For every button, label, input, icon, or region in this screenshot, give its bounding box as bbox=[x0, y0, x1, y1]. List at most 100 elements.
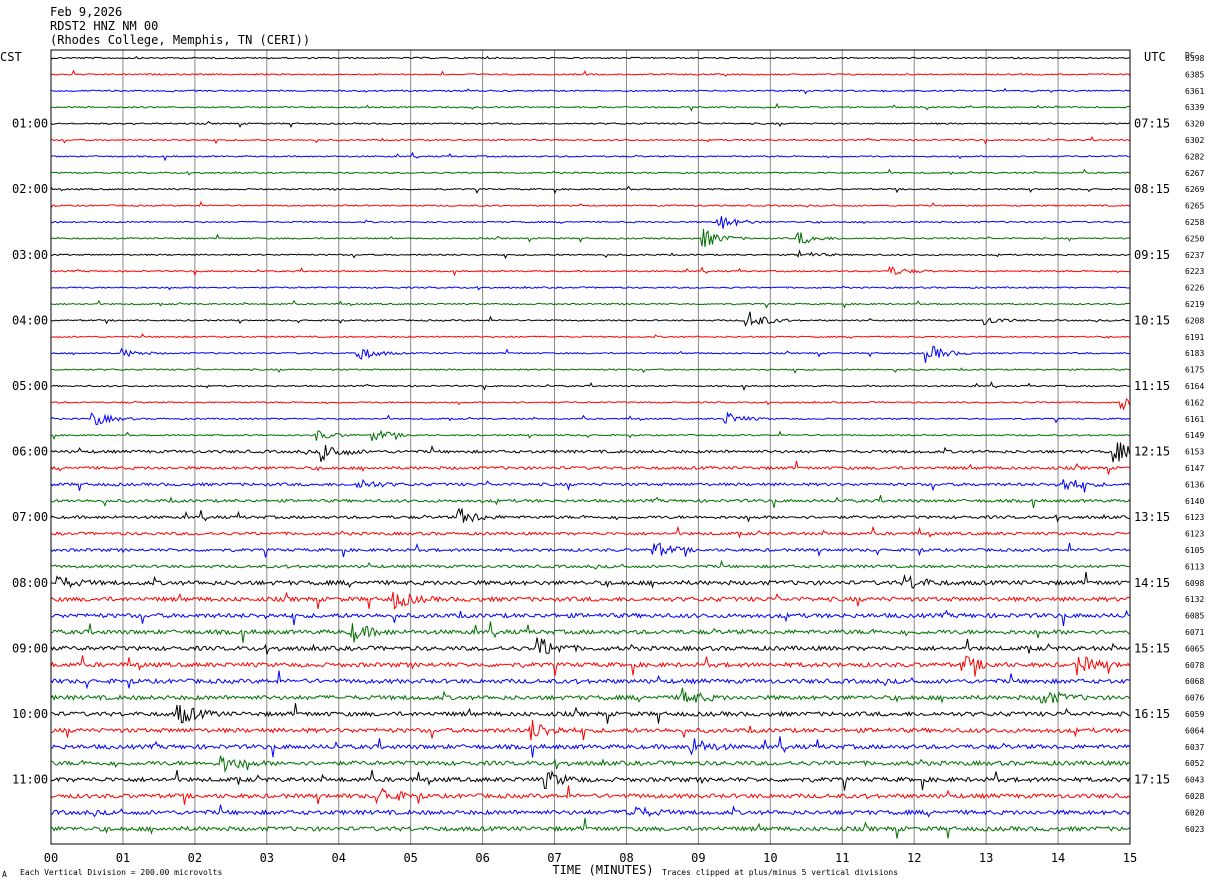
dc-offset-label: 6320 bbox=[1185, 120, 1204, 129]
dc-offset-label: 6028 bbox=[1185, 792, 1204, 801]
dc-offset-label: 6132 bbox=[1185, 595, 1204, 604]
dc-offset-label: 6361 bbox=[1185, 87, 1204, 96]
right-hour-label: 15:15 bbox=[1134, 641, 1170, 655]
dc-offset-label: 6162 bbox=[1185, 398, 1204, 407]
trace-47 bbox=[50, 804, 1130, 818]
dc-offset-label: 6037 bbox=[1185, 743, 1204, 752]
x-tick-label: 01 bbox=[116, 851, 130, 865]
right-hour-label: 16:15 bbox=[1134, 707, 1170, 721]
trace-2 bbox=[50, 69, 1130, 77]
trace-12 bbox=[50, 229, 1130, 248]
dc-offset-label: 6071 bbox=[1185, 628, 1204, 637]
trace-41 bbox=[51, 703, 1130, 724]
left-hour-label: 08:00 bbox=[12, 576, 48, 590]
trace-17 bbox=[50, 311, 1130, 327]
dc-offset-label: 6064 bbox=[1185, 726, 1204, 735]
left-hour-label: 09:00 bbox=[12, 641, 48, 655]
seismic-traces bbox=[50, 55, 1130, 839]
trace-15 bbox=[50, 285, 1130, 291]
x-tick-label: 11 bbox=[835, 851, 849, 865]
dc-offset-label: 6020 bbox=[1185, 808, 1204, 817]
dc-offset-label: 6140 bbox=[1185, 497, 1204, 506]
x-tick-label: 05 bbox=[403, 851, 417, 865]
trace-3 bbox=[50, 87, 1130, 95]
trace-31 bbox=[50, 542, 1130, 558]
trace-7 bbox=[50, 151, 1130, 162]
trace-1 bbox=[50, 55, 1130, 60]
dc-offset-label: 6250 bbox=[1185, 234, 1204, 243]
clip-note: Traces clipped at plus/minus 5 vertical … bbox=[662, 868, 898, 877]
right-hour-label: 14:15 bbox=[1134, 576, 1170, 590]
dc-header-label: DC bbox=[1185, 51, 1195, 60]
trace-45 bbox=[50, 770, 1130, 791]
dc-offset-label: 6123 bbox=[1185, 530, 1204, 539]
trace-9 bbox=[50, 185, 1130, 194]
left-timezone-label: CST bbox=[0, 50, 22, 64]
dc-offset-label: 6078 bbox=[1185, 661, 1204, 670]
dc-offset-label: 6023 bbox=[1185, 825, 1204, 834]
x-tick-label: 14 bbox=[1051, 851, 1065, 865]
trace-8 bbox=[50, 168, 1130, 176]
dc-offset-label: 6105 bbox=[1185, 546, 1204, 555]
right-hour-label: 07:15 bbox=[1134, 117, 1170, 131]
x-tick-label: 00 bbox=[44, 851, 58, 865]
x-tick-label: 08 bbox=[619, 851, 633, 865]
x-tick-label: 07 bbox=[547, 851, 561, 865]
dc-offset-label: 6147 bbox=[1185, 464, 1204, 473]
dc-offset-label: 6398 bbox=[1185, 54, 1204, 63]
trace-11 bbox=[50, 216, 1130, 229]
trace-44 bbox=[50, 755, 1130, 773]
trace-23 bbox=[50, 411, 1130, 426]
dc-offset-label: 6161 bbox=[1185, 415, 1204, 424]
plot-frame bbox=[50, 49, 1131, 845]
trace-43 bbox=[50, 736, 1130, 758]
dc-offset-label: 6065 bbox=[1185, 644, 1204, 653]
trace-4 bbox=[50, 102, 1130, 112]
left-hour-label: 05:00 bbox=[12, 379, 48, 393]
dc-offset-label: 6068 bbox=[1185, 677, 1204, 686]
x-tick-label: 06 bbox=[475, 851, 489, 865]
trace-38 bbox=[50, 655, 1130, 677]
dc-offset-label: 6258 bbox=[1185, 218, 1204, 227]
left-hour-label: 01:00 bbox=[12, 117, 48, 131]
left-hour-label: 10:00 bbox=[12, 707, 48, 721]
dc-offset-label: 6175 bbox=[1185, 366, 1204, 375]
right-hour-label: 08:15 bbox=[1134, 182, 1170, 196]
dc-offset-label: 6219 bbox=[1185, 300, 1204, 309]
dc-offset-label: 6282 bbox=[1185, 152, 1204, 161]
x-tick-label: 04 bbox=[332, 851, 346, 865]
trace-25 bbox=[50, 442, 1130, 463]
trace-21 bbox=[50, 381, 1130, 391]
trace-13 bbox=[50, 249, 1130, 260]
trace-29 bbox=[50, 507, 1130, 523]
right-hour-label: 09:15 bbox=[1134, 248, 1170, 262]
left-hour-label: 02:00 bbox=[12, 182, 48, 196]
trace-19 bbox=[50, 345, 1130, 363]
trace-5 bbox=[50, 120, 1130, 129]
dc-offset-label: 6265 bbox=[1185, 202, 1204, 211]
trace-16 bbox=[50, 299, 1130, 309]
trace-39 bbox=[50, 670, 1130, 690]
dc-offset-label: 6098 bbox=[1185, 579, 1204, 588]
x-tick-label: 09 bbox=[691, 851, 705, 865]
station-location: (Rhodes College, Memphis, TN (CERI)) bbox=[50, 33, 311, 47]
trace-35 bbox=[50, 609, 1130, 627]
trace-22 bbox=[51, 398, 1130, 411]
dc-offset-label: 6076 bbox=[1185, 694, 1204, 703]
dc-offset-label: 6043 bbox=[1185, 776, 1204, 785]
x-tick-label: 03 bbox=[260, 851, 274, 865]
trace-30 bbox=[50, 525, 1130, 539]
dc-offset-label: 6269 bbox=[1185, 185, 1204, 194]
left-hour-label: 03:00 bbox=[12, 248, 48, 262]
left-hour-label: 06:00 bbox=[12, 445, 48, 459]
trace-40 bbox=[50, 687, 1130, 704]
dc-offset-label: 6059 bbox=[1185, 710, 1204, 719]
dc-offset-label: 6123 bbox=[1185, 513, 1204, 522]
minute-gridlines bbox=[122, 50, 1059, 844]
left-hour-label: 04:00 bbox=[12, 313, 48, 327]
trace-42 bbox=[50, 719, 1130, 741]
trace-33 bbox=[50, 571, 1130, 589]
dc-offset-label: 6136 bbox=[1185, 480, 1204, 489]
right-hour-label: 11:15 bbox=[1134, 379, 1170, 393]
